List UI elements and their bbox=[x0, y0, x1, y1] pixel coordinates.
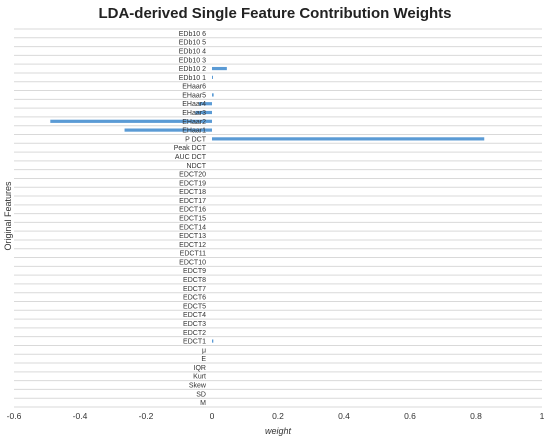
y-tick-label: E bbox=[201, 356, 206, 363]
bar bbox=[212, 75, 213, 79]
bar bbox=[198, 102, 212, 106]
y-tick-label: EHaar5 bbox=[182, 92, 206, 99]
y-tick-label: EDCT20 bbox=[179, 172, 206, 179]
y-tick-label: EHaar3 bbox=[182, 110, 206, 117]
x-tick-label: -0.6 bbox=[7, 411, 22, 421]
y-tick-label: Skew bbox=[189, 383, 207, 390]
bar bbox=[212, 66, 227, 71]
y-axis-title: Original Features bbox=[3, 181, 13, 251]
bar bbox=[212, 339, 214, 343]
x-tick-label: -0.2 bbox=[139, 411, 154, 421]
y-tick-label: EDCT5 bbox=[183, 303, 206, 310]
chart-title: LDA-derived Single Feature Contribution … bbox=[98, 5, 451, 22]
y-tick-label: EDCT9 bbox=[183, 268, 206, 275]
y-tick-label: EDb10 1 bbox=[179, 75, 206, 82]
y-tick-label: EHaar1 bbox=[182, 128, 206, 135]
y-tick-label: EDCT10 bbox=[179, 259, 206, 266]
y-tick-label: EDb10 3 bbox=[179, 57, 206, 64]
x-tick-label: 0 bbox=[210, 411, 215, 421]
bar bbox=[195, 110, 212, 115]
bar bbox=[124, 128, 212, 132]
y-tick-label: NDCT bbox=[187, 163, 207, 170]
x-tick-label: 0.2 bbox=[272, 411, 284, 421]
y-tick-label: EDCT6 bbox=[183, 295, 206, 302]
x-tick-label: 1 bbox=[540, 411, 545, 421]
y-tick-label: EDCT8 bbox=[183, 277, 206, 284]
x-tick-label: 0.4 bbox=[338, 411, 350, 421]
y-tick-label: EDb10 2 bbox=[179, 66, 206, 73]
y-tick-label: μ bbox=[202, 347, 206, 354]
y-tick-label: EDCT13 bbox=[179, 233, 206, 240]
y-tick-label: EDb10 4 bbox=[179, 48, 206, 55]
y-tick-label: EDCT15 bbox=[179, 216, 206, 223]
y-tick-label: EDCT18 bbox=[179, 189, 206, 196]
bars bbox=[50, 66, 485, 343]
y-tick-label: EDCT16 bbox=[179, 207, 206, 214]
y-tick-label: EDCT14 bbox=[179, 224, 206, 231]
y-tick-label: EDb10 6 bbox=[179, 31, 206, 38]
y-tick-label: EDCT12 bbox=[179, 242, 206, 249]
y-tick-label: EDCT3 bbox=[183, 321, 206, 328]
y-tick-label: EDCT4 bbox=[183, 312, 206, 319]
y-tick-label: EHaar2 bbox=[182, 119, 206, 126]
bar bbox=[50, 119, 212, 123]
x-tick-labels: -0.6 -0.4 -0.2 0 0.2 0.4 0.6 0.8 1 bbox=[7, 411, 545, 421]
y-tick-label: EDb10 5 bbox=[179, 40, 206, 47]
y-tick-label: Peak DCT bbox=[174, 145, 207, 152]
x-tick-label: 0.8 bbox=[470, 411, 482, 421]
y-tick-label: Kurt bbox=[193, 374, 206, 381]
y-tick-label: AUC DCT bbox=[175, 154, 207, 161]
y-tick-label: M bbox=[200, 400, 206, 407]
y-tick-label: EDCT19 bbox=[179, 180, 206, 187]
x-axis-title: weight bbox=[265, 426, 292, 436]
y-tick-label: EDCT7 bbox=[183, 286, 206, 293]
y-tick-label: P DCT bbox=[185, 136, 207, 143]
y-tick-label: EDCT11 bbox=[180, 251, 206, 258]
gridlines bbox=[14, 28, 542, 408]
y-tick-label: SD bbox=[196, 391, 206, 398]
y-tick-label: EDCT1 bbox=[183, 339, 206, 346]
bar bbox=[212, 93, 214, 97]
y-tick-label: EHaar6 bbox=[182, 84, 206, 91]
y-tick-label: EDCT17 bbox=[179, 198, 206, 205]
x-tick-label: 0.6 bbox=[404, 411, 416, 421]
y-tick-label: IQR bbox=[194, 365, 206, 372]
y-tick-label: EHaar4 bbox=[182, 101, 206, 108]
bar bbox=[212, 137, 485, 141]
x-tick-label: -0.4 bbox=[73, 411, 88, 421]
y-tick-label: EDCT2 bbox=[183, 330, 206, 337]
